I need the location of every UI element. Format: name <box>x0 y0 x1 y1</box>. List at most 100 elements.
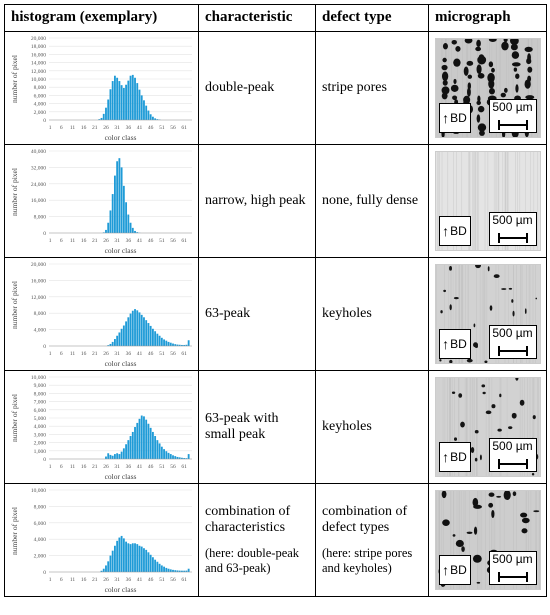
arrow-up-icon: ↑ <box>442 223 449 239</box>
x-tick-label: 6 <box>60 125 63 131</box>
histogram-bar <box>170 569 172 572</box>
histogram-bar <box>130 314 132 346</box>
x-tick-label: 21 <box>92 351 98 357</box>
x-tick-label: 31 <box>114 577 120 583</box>
characteristic-note: (here: double-peak and 63-peak) <box>205 546 309 576</box>
histogram-bar <box>141 416 143 459</box>
scale-bar: 500 µm <box>489 99 537 133</box>
header-histogram: histogram (exemplary) <box>5 5 199 32</box>
x-tick-label: 21 <box>92 238 98 244</box>
streak <box>436 491 437 589</box>
histogram-bar <box>116 453 118 459</box>
x-tick-label: 1 <box>49 238 52 244</box>
pore <box>488 80 494 89</box>
pore <box>442 58 446 63</box>
keyhole <box>474 345 477 348</box>
keyhole <box>512 311 514 317</box>
pore <box>442 519 450 526</box>
y-tick-label: 4,000 <box>34 328 47 334</box>
histogram-bar <box>139 419 141 459</box>
y-tick-label: 16,000 <box>31 198 46 204</box>
x-tick-label: 11 <box>70 238 76 244</box>
characteristic-text: combination of characteristics <box>205 504 290 535</box>
keyhole <box>461 546 465 552</box>
histogram-bar <box>168 453 170 459</box>
pore <box>453 59 460 67</box>
histogram-bar <box>150 428 152 459</box>
x-tick-label: 36 <box>126 351 132 357</box>
streak <box>477 378 478 476</box>
histogram-bar <box>139 312 141 346</box>
histogram-bar <box>174 456 176 459</box>
pore <box>524 47 532 52</box>
streak <box>486 39 487 137</box>
streak <box>537 378 538 476</box>
histogram-bar <box>172 344 174 346</box>
histogram-bar <box>143 100 145 120</box>
pore <box>477 106 483 112</box>
pore <box>476 40 481 47</box>
header-micrograph: micrograph <box>429 5 547 32</box>
pore <box>442 43 447 49</box>
arrow-up-icon: ↑ <box>442 449 449 465</box>
build-direction-label: ↑BD <box>439 555 471 585</box>
keyhole <box>493 274 499 278</box>
histogram-bar <box>118 158 120 233</box>
histogram-bar <box>152 329 154 346</box>
characteristic-cell: narrow, high peak <box>199 145 316 258</box>
pore <box>473 505 482 509</box>
pore <box>473 527 476 535</box>
header-characteristic: characteristic <box>199 5 316 32</box>
keyhole <box>499 394 501 398</box>
pore <box>488 493 494 497</box>
y-tick-label: 4,000 <box>34 102 47 108</box>
histogram-bar <box>172 455 174 459</box>
keyhole <box>508 426 512 429</box>
pore <box>476 114 480 122</box>
defect-text: combination of defect types <box>322 504 407 535</box>
histogram-bar <box>107 453 109 459</box>
histogram-bar <box>130 436 132 459</box>
histogram-bar <box>121 452 123 459</box>
y-tick-label: 32,000 <box>31 165 46 171</box>
defect-text: keyholes <box>322 306 372 321</box>
streak <box>481 265 482 363</box>
scale-bar-text: 500 µm <box>492 439 532 453</box>
histogram-bar <box>127 215 129 233</box>
build-direction-text: BD <box>450 111 467 125</box>
y-tick-label: 10,000 <box>31 77 46 83</box>
streak <box>485 378 486 476</box>
histogram-bar <box>148 323 150 346</box>
keyhole <box>470 447 473 453</box>
streak <box>479 39 480 137</box>
y-tick-label: 0 <box>43 118 46 124</box>
streak <box>481 491 482 589</box>
keyhole <box>512 491 516 496</box>
x-tick-label: 6 <box>60 464 63 470</box>
histogram-bar <box>188 340 190 346</box>
arrow-up-icon: ↑ <box>442 562 449 578</box>
histogram-bar <box>141 95 143 120</box>
x-tick-label: 16 <box>81 464 87 470</box>
scale-bar: 500 µm <box>489 212 537 246</box>
x-tick-label: 16 <box>81 125 87 131</box>
y-tick-label: 8,000 <box>34 504 47 510</box>
histogram-bar <box>121 329 123 346</box>
y-tick-label: 1,000 <box>34 449 47 455</box>
y-tick-label: 8,000 <box>34 311 47 317</box>
keyhole <box>449 304 451 310</box>
keyhole <box>508 288 511 290</box>
y-tick-label: 16,000 <box>31 278 46 284</box>
streak <box>538 378 539 476</box>
histogram-bar <box>141 547 143 572</box>
scale-bar: 500 µm <box>489 551 537 585</box>
streak <box>479 265 480 363</box>
streak <box>484 265 485 363</box>
x-tick-label: 46 <box>148 125 154 131</box>
histogram-bar <box>156 440 158 459</box>
